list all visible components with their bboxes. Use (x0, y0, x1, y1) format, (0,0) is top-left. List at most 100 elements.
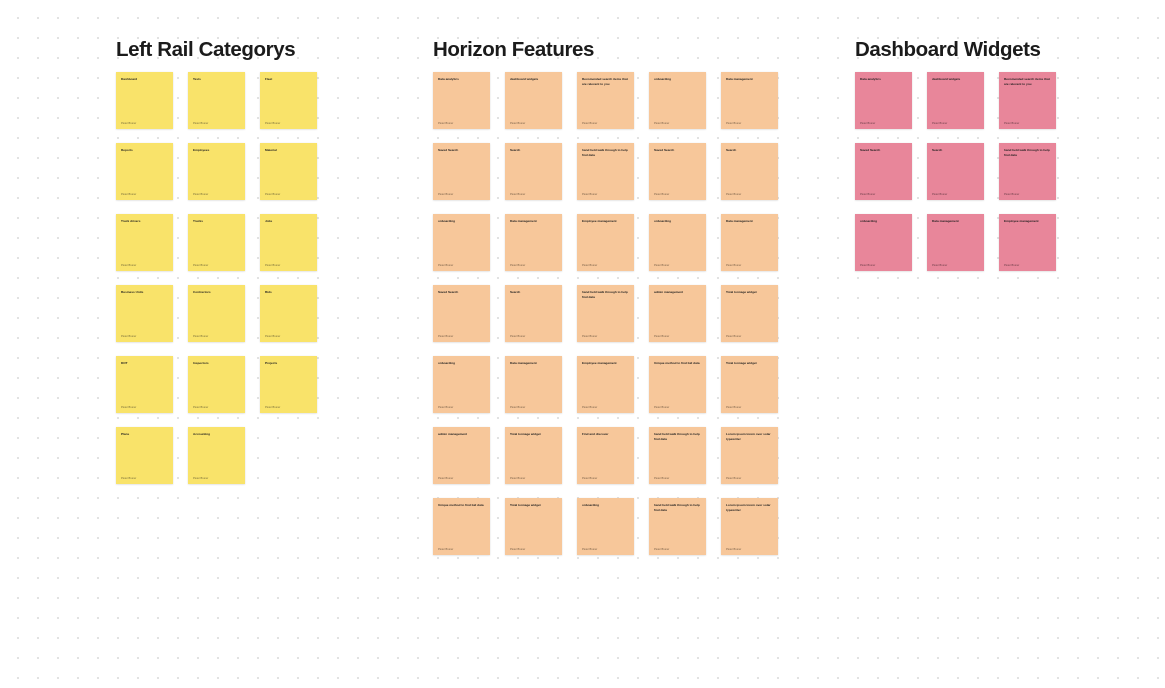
sticky-note[interactable]: dashboard widgets Pieter Bruner (505, 72, 562, 129)
sticky-note-title: onboarding (654, 77, 672, 81)
sticky-note[interactable]: Search Pieter Bruner (927, 143, 984, 200)
sticky-note-title: Data analytics (860, 77, 881, 81)
sticky-note[interactable]: Total tonnage widget Pieter Bruner (721, 285, 778, 342)
notes-grid: Dashboard Pieter Bruner Tests Pieter Bruner… (116, 72, 321, 484)
sticky-note-author: Pieter Bruner (265, 405, 281, 409)
sticky-note[interactable]: hand held walk through to help find data… (649, 427, 706, 484)
sticky-note-author: Pieter Bruner (438, 334, 454, 338)
sticky-note-title: Bids (265, 290, 272, 294)
sticky-note-title: Trucks (193, 219, 203, 223)
sticky-note[interactable]: Projects Pieter Bruner (260, 356, 317, 413)
sticky-note[interactable]: Search Pieter Bruner (721, 143, 778, 200)
sticky-note-title: Material (265, 148, 277, 152)
sticky-note[interactable]: hand held walk through to help find data… (577, 143, 634, 200)
sticky-note[interactable]: Tests Pieter Bruner (188, 72, 245, 129)
sticky-note[interactable]: Data management Pieter Bruner (505, 214, 562, 271)
sticky-note[interactable]: dashboard widgets Pieter Bruner (927, 72, 984, 129)
sticky-note-title: Search (726, 148, 737, 152)
sticky-note[interactable]: Jobs Pieter Bruner (260, 214, 317, 271)
sticky-note[interactable]: Material Pieter Bruner (260, 143, 317, 200)
sticky-note[interactable]: Lorum ipsum lorem over solar typewriter P… (721, 427, 778, 484)
sticky-note-author: Pieter Bruner (582, 476, 598, 480)
sticky-note[interactable]: Unique method to find bid data Pieter Bru… (649, 356, 706, 413)
sticky-note[interactable]: Employee management Pieter Bruner (999, 214, 1056, 271)
sticky-note-title: Find and discover (582, 432, 609, 436)
sticky-note[interactable]: Total tonnage widget Pieter Bruner (505, 427, 562, 484)
sticky-note[interactable]: Contractors Pieter Bruner (188, 285, 245, 342)
sticky-note-title: onboarding (654, 219, 672, 223)
sticky-note-author: Pieter Bruner (654, 263, 670, 267)
column-dashboard-widgets: Dashboard Widgets Data analytics Pieter B… (855, 38, 1060, 271)
sticky-note-title: onboarding (438, 219, 456, 223)
sticky-note[interactable]: Lorum ipsum lorem over solar typewriter P… (721, 498, 778, 555)
sticky-note-author: Pieter Bruner (510, 334, 526, 338)
sticky-note[interactable]: Saved Search Pieter Bruner (855, 143, 912, 200)
sticky-note[interactable]: Saved Search Pieter Bruner (433, 143, 490, 200)
sticky-note[interactable]: Saved Search Pieter Bruner (649, 143, 706, 200)
sticky-note[interactable]: Data analytics Pieter Bruner (433, 72, 490, 129)
sticky-note-title: hand held walk through to help find data (1004, 148, 1050, 157)
sticky-note-title: Saved Search (654, 148, 675, 152)
sticky-note-title: Accounting (193, 432, 211, 436)
sticky-note[interactable]: Business Units Pieter Bruner (116, 285, 173, 342)
sticky-note[interactable]: Accounting Pieter Bruner (188, 427, 245, 484)
sticky-note[interactable]: Total tonnage widget Pieter Bruner (721, 356, 778, 413)
sticky-note[interactable]: onboarding Pieter Bruner (433, 214, 490, 271)
sticky-note-title: Projects (265, 361, 278, 365)
sticky-note[interactable]: hand held walk through to help find data… (649, 498, 706, 555)
sticky-note-author: Pieter Bruner (932, 121, 948, 125)
sticky-note[interactable]: hand held walk through to help find data… (577, 285, 634, 342)
sticky-note[interactable]: Data management Pieter Bruner (927, 214, 984, 271)
sticky-note-author: Pieter Bruner (1004, 121, 1020, 125)
sticky-note-author: Pieter Bruner (193, 334, 209, 338)
sticky-note[interactable]: Search Pieter Bruner (505, 285, 562, 342)
sticky-note[interactable]: Employee management Pieter Bruner (577, 214, 634, 271)
sticky-note-title: Data management (932, 219, 959, 223)
sticky-note-title: Search (510, 290, 521, 294)
sticky-note[interactable]: Plans Pieter Bruner (116, 427, 173, 484)
sticky-note-author: Pieter Bruner (510, 405, 526, 409)
sticky-note[interactable]: Truck drivers Pieter Bruner (116, 214, 173, 271)
sticky-note[interactable]: Total tonnage widget Pieter Bruner (505, 498, 562, 555)
sticky-note[interactable]: Bids Pieter Bruner (260, 285, 317, 342)
sticky-note-author: Pieter Bruner (860, 263, 876, 267)
sticky-note[interactable]: Search Pieter Bruner (505, 143, 562, 200)
sticky-note[interactable]: Trucks Pieter Bruner (188, 214, 245, 271)
sticky-note[interactable]: Find and discover Pieter Bruner (577, 427, 634, 484)
sticky-note[interactable]: onboarding Pieter Bruner (649, 214, 706, 271)
sticky-note[interactable]: Fleet Pieter Bruner (260, 72, 317, 129)
sticky-note[interactable]: hand held walk through to help find data… (999, 143, 1056, 200)
sticky-note[interactable]: Employees Pieter Bruner (188, 143, 245, 200)
sticky-note[interactable]: admin management Pieter Bruner (649, 285, 706, 342)
sticky-note[interactable]: Unique method to find bid data Pieter Bru… (433, 498, 490, 555)
sticky-note[interactable]: Data management Pieter Bruner (721, 214, 778, 271)
sticky-note-author: Pieter Bruner (726, 476, 742, 480)
sticky-note[interactable]: Data management Pieter Bruner (721, 72, 778, 129)
sticky-note-title: Data management (510, 219, 537, 223)
notes-grid: Data analytics Pieter Bruner dashboard wid… (855, 72, 1060, 271)
sticky-note-title: onboarding (860, 219, 878, 223)
sticky-note[interactable]: Data analytics Pieter Bruner (855, 72, 912, 129)
sticky-note-author: Pieter Bruner (726, 263, 742, 267)
sticky-note-author: Pieter Bruner (121, 121, 137, 125)
sticky-note[interactable]: onboarding Pieter Bruner (433, 356, 490, 413)
sticky-note[interactable]: Dashboard Pieter Bruner (116, 72, 173, 129)
sticky-note[interactable]: admin management Pieter Bruner (433, 427, 490, 484)
sticky-note-author: Pieter Bruner (582, 263, 598, 267)
column-title: Dashboard Widgets (855, 38, 1041, 61)
sticky-note[interactable]: Recomended search items that are releven… (999, 72, 1056, 129)
sticky-note[interactable]: Inspectors Pieter Bruner (188, 356, 245, 413)
sticky-note[interactable]: Employee management Pieter Bruner (577, 356, 634, 413)
sticky-note[interactable]: DOT Pieter Bruner (116, 356, 173, 413)
sticky-note-author: Pieter Bruner (932, 192, 948, 196)
sticky-note[interactable]: onboarding Pieter Bruner (577, 498, 634, 555)
sticky-note[interactable]: onboarding Pieter Bruner (649, 72, 706, 129)
sticky-note[interactable]: onboarding Pieter Bruner (855, 214, 912, 271)
sticky-note[interactable]: Recomended search items that are releven… (577, 72, 634, 129)
sticky-note-title: Data analytics (438, 77, 459, 81)
sticky-note[interactable]: Data management Pieter Bruner (505, 356, 562, 413)
column-left-rail-categorys: Left Rail Categorys Dashboard Pieter Brun… (116, 38, 321, 484)
sticky-note[interactable]: Saved Search Pieter Bruner (433, 285, 490, 342)
sticky-note[interactable]: Reports Pieter Bruner (116, 143, 173, 200)
